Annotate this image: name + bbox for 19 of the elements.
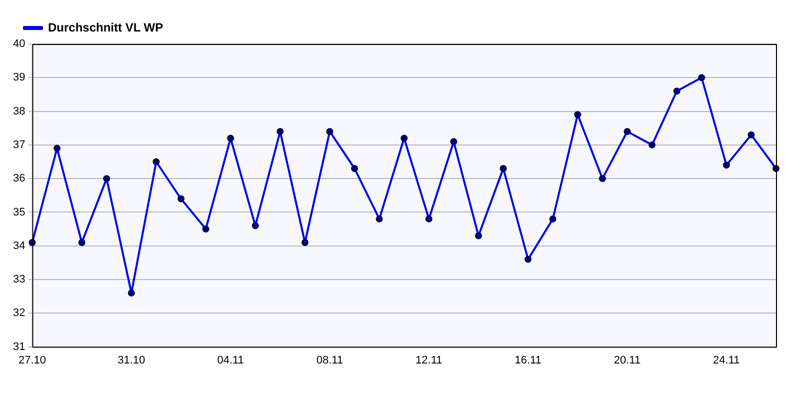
x-tick-label: 16.11: [514, 354, 542, 366]
y-tick-label: 34: [12, 240, 26, 252]
y-tick-label: 40: [12, 38, 26, 50]
legend-label: Durchschnitt VL WP: [48, 20, 164, 34]
y-tick-label: 38: [12, 105, 26, 118]
x-tick-label: 20.11: [614, 354, 641, 366]
y-tick-label: 33: [12, 274, 26, 286]
y-tick-label: 35: [12, 206, 26, 218]
x-tick-label: 12.11: [416, 354, 442, 366]
x-tick-label: 04.11: [217, 354, 244, 366]
y-tick-label: 36: [12, 172, 26, 185]
y-tick-label: 37: [12, 138, 26, 151]
x-tick-label: 08.11: [316, 354, 344, 366]
x-tick-label: 24.11: [713, 354, 740, 366]
y-tick-label: 31: [12, 340, 26, 353]
y-tick-label: 32: [12, 307, 26, 320]
x-tick-label: 27.10: [18, 354, 46, 366]
x-tick-label: 31.10: [118, 354, 146, 366]
y-tick-label: 39: [12, 72, 26, 84]
